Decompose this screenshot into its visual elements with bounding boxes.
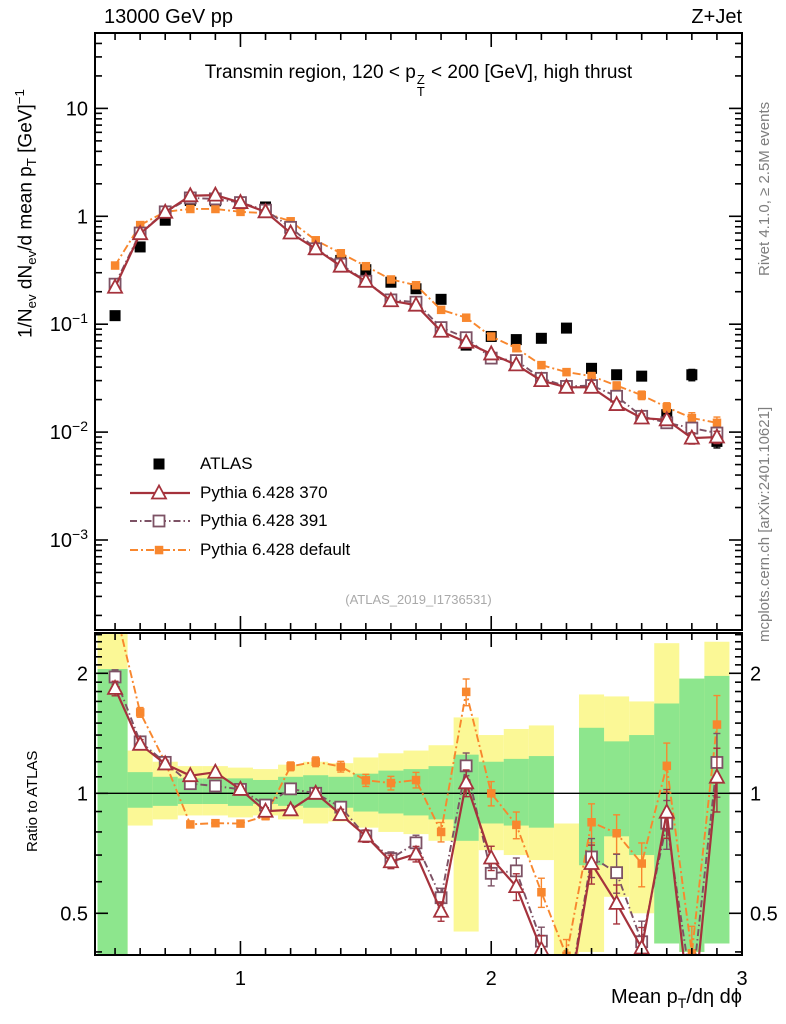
svg-text:0.5: 0.5 xyxy=(750,903,778,925)
svg-text:3: 3 xyxy=(736,968,747,990)
side-note-source: mcplots.cern.ch [arXiv:2401.10621] xyxy=(756,406,773,642)
svg-text:0.5: 0.5 xyxy=(60,903,88,925)
svg-text:1: 1 xyxy=(750,783,761,805)
analysis-watermark: (ATLAS_2019_I1736531) xyxy=(345,592,492,607)
svg-text:2: 2 xyxy=(750,663,761,685)
svg-text:1: 1 xyxy=(77,783,88,805)
legend-marker-pythia-default xyxy=(130,545,190,555)
y-axis-title-main: 1/Nev dNev/d mean pT [GeV]−1 xyxy=(12,89,40,338)
axes-frames xyxy=(94,32,743,956)
header-process: Z+Jet xyxy=(691,6,742,28)
legend-label: Pythia 6.428 370 xyxy=(200,482,328,502)
series-pythia-6-428-default xyxy=(110,204,722,431)
svg-text:1: 1 xyxy=(77,206,88,228)
legend-label: ATLAS xyxy=(200,454,253,474)
series-pythia-6-428-370 xyxy=(106,185,726,445)
svg-text:10: 10 xyxy=(66,98,88,120)
svg-text:10−2: 10−2 xyxy=(50,418,88,444)
svg-text:10−1: 10−1 xyxy=(50,310,88,336)
svg-text:1: 1 xyxy=(235,968,246,990)
svg-text:2: 2 xyxy=(77,663,88,685)
legend-item-pythia-391: Pythia 6.428 391 xyxy=(128,507,350,536)
header-beam-energy: 13000 GeV pp xyxy=(104,6,233,28)
series-pythia-6-428-391 xyxy=(108,191,724,441)
y-axis-title-ratio: Ratio to ATLAS xyxy=(24,750,41,852)
legend-item-atlas: ATLAS xyxy=(128,450,350,479)
legend-label: Pythia 6.428 391 xyxy=(200,511,328,531)
tick-labels: 1 2 3 10 1 10−1 10−2 10−3 2 2 1 1 0.5 0.5 xyxy=(50,98,778,990)
legend: ATLAS Pythia 6.428 370 Pythia 6.428 391 … xyxy=(128,450,350,564)
svg-text:10−3: 10−3 xyxy=(50,526,88,552)
x-axis-title: Mean pT/dη dϕ xyxy=(611,986,742,1011)
series-pythia-6-428-370 xyxy=(106,678,726,955)
svg-text:2: 2 xyxy=(486,968,497,990)
side-note-generator: Rivet 4.1.0, ≥ 2.5M events xyxy=(756,101,773,276)
legend-label: Pythia 6.428 default xyxy=(200,539,351,559)
series-atlas xyxy=(109,195,723,449)
legend-marker-atlas xyxy=(153,458,165,470)
legend-item-pythia-370: Pythia 6.428 370 xyxy=(128,479,350,508)
uncertainty-bands xyxy=(97,633,730,955)
legend-marker-pythia-391 xyxy=(130,514,190,528)
legend-item-pythia-default: Pythia 6.428 default xyxy=(128,536,350,565)
legend-marker-pythia-370 xyxy=(130,483,190,500)
